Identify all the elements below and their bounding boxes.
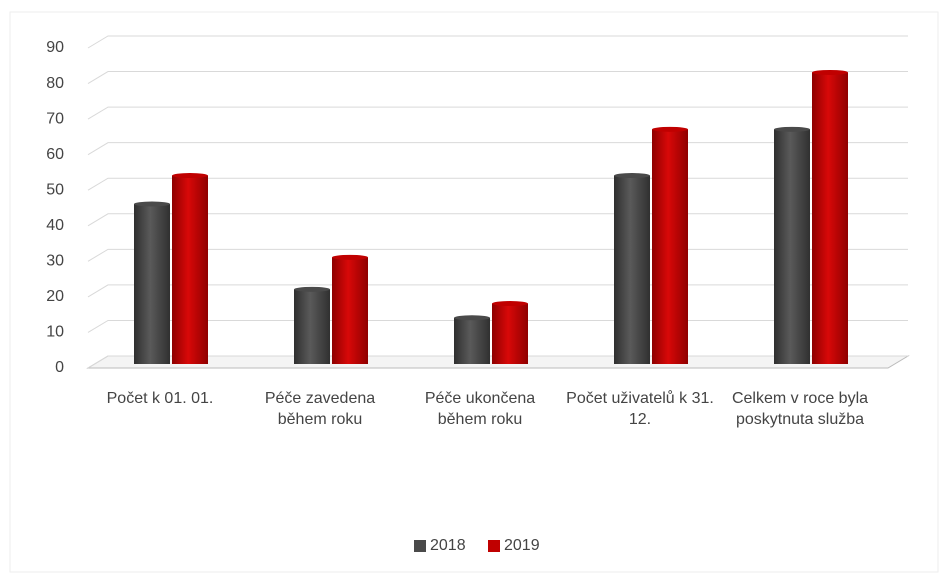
bar-top [812, 69, 848, 75]
bar-top [172, 173, 208, 179]
grid-line [87, 71, 908, 84]
bar [134, 204, 170, 364]
grid-line [87, 35, 908, 49]
x-tick-label: Péče zavedena během roku [264, 390, 376, 428]
y-tick-label: 10 [46, 324, 64, 341]
bar-top [492, 301, 528, 307]
grid-line [87, 106, 908, 120]
bar-top [332, 254, 368, 260]
y-tick-label: 90 [46, 39, 64, 56]
bar [172, 175, 208, 364]
chart-border [9, 11, 939, 573]
y-tick-label: 20 [46, 288, 64, 305]
y-tick-label: 30 [46, 253, 64, 270]
bar-top [294, 286, 330, 292]
y-tick-label: 70 [46, 110, 64, 127]
bar [652, 129, 688, 364]
bar [812, 72, 848, 364]
x-tick-label: Péče ukončena během roku [424, 390, 536, 428]
bar [332, 257, 368, 364]
bar-top [774, 126, 810, 132]
x-tick-label: Celkem v roce byla poskytnuta služba [731, 390, 869, 428]
bar-top [454, 315, 490, 321]
y-tick-label: 80 [46, 75, 64, 92]
legend-swatch [488, 540, 500, 552]
x-tick-label: Počet k 01. 01. [106, 390, 214, 407]
bar [774, 129, 810, 364]
grid-line [87, 142, 908, 156]
legend-label: 2019 [504, 537, 540, 554]
y-tick-label: 60 [46, 146, 64, 163]
legend-label: 2018 [430, 537, 466, 554]
bar-top [652, 126, 688, 132]
bar-top [614, 173, 650, 179]
bar [454, 317, 490, 364]
bar [492, 303, 528, 364]
y-tick-label: 50 [46, 181, 64, 198]
y-tick-label: 40 [46, 217, 64, 234]
bar [614, 175, 650, 364]
y-tick-label: 0 [55, 359, 64, 376]
legend-swatch [414, 540, 426, 552]
bar-top [134, 201, 170, 207]
bar [294, 289, 330, 364]
x-tick-label: Počet uživatelů k 31. 12. [566, 390, 714, 428]
